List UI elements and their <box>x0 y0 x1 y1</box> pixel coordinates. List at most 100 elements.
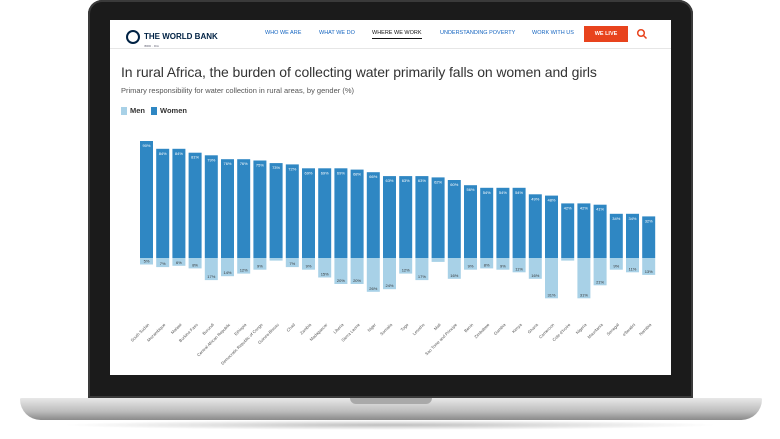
nav-what-we-do[interactable]: WHAT WE DO <box>319 30 355 36</box>
bar-men[interactable] <box>593 258 607 286</box>
bar-men[interactable] <box>188 258 202 269</box>
bar-women[interactable] <box>237 159 251 258</box>
bar-women[interactable] <box>156 148 170 258</box>
bar-men[interactable] <box>464 258 477 270</box>
data-label-women: 34% <box>612 216 620 221</box>
bar-women[interactable] <box>334 168 348 258</box>
bar-men[interactable] <box>577 258 591 299</box>
bar-men[interactable] <box>334 258 348 284</box>
bar-women[interactable] <box>464 185 477 258</box>
x-tick-label: Namibia <box>638 322 653 337</box>
bar-men[interactable] <box>383 258 396 290</box>
data-label-women: 32% <box>645 218 653 223</box>
bar-women[interactable] <box>269 163 283 258</box>
bar-men[interactable] <box>399 258 413 274</box>
bar-men[interactable] <box>366 258 380 292</box>
bar-men[interactable] <box>642 258 656 275</box>
laptop-base <box>20 398 762 420</box>
bar-women[interactable] <box>577 203 591 258</box>
x-tick-label: Lesotho <box>412 322 427 337</box>
bar-women[interactable] <box>140 141 153 258</box>
bar-men[interactable] <box>447 258 461 279</box>
legend-item-men[interactable]: Men <box>121 106 145 115</box>
bar-women[interactable] <box>204 155 218 258</box>
bar-women[interactable] <box>626 213 639 258</box>
bar-men[interactable] <box>237 258 251 274</box>
bar-women[interactable] <box>496 187 510 258</box>
bar-men[interactable] <box>415 258 429 281</box>
bar-men[interactable] <box>496 258 510 270</box>
bar-men[interactable] <box>512 258 526 273</box>
bar-men[interactable] <box>545 258 558 299</box>
bar-women[interactable] <box>399 176 413 258</box>
bar-men[interactable] <box>318 258 332 278</box>
bar-women[interactable] <box>318 168 332 258</box>
data-label-men: 9% <box>306 264 312 269</box>
x-tick-label: Mali <box>433 322 442 331</box>
bar-women[interactable] <box>480 187 494 258</box>
x-tick-label: Togo <box>399 322 409 332</box>
bar-women[interactable] <box>221 159 234 258</box>
legend-item-women[interactable]: Women <box>151 106 187 115</box>
bar-women[interactable] <box>431 177 445 258</box>
bar-men[interactable] <box>626 258 639 273</box>
bar-women[interactable] <box>383 176 396 258</box>
bar-women[interactable] <box>366 172 380 258</box>
data-label-women: 76% <box>240 161 248 166</box>
bar-women[interactable] <box>350 169 364 258</box>
x-tick-label: Niger <box>366 322 377 333</box>
bar-men[interactable] <box>561 258 575 261</box>
data-label-men: 17% <box>418 274 426 279</box>
bar-men[interactable] <box>156 258 170 268</box>
bar-men[interactable] <box>140 258 153 265</box>
x-tick-label: Nigeria <box>575 322 588 335</box>
data-label-men: 5% <box>144 259 150 264</box>
data-label-women: 84% <box>159 151 167 156</box>
bar-women[interactable] <box>285 164 299 258</box>
bar-men[interactable] <box>609 258 623 270</box>
globe-icon <box>126 30 140 44</box>
bar-women[interactable] <box>447 180 461 258</box>
we-live-button[interactable]: WE LIVE <box>584 26 628 42</box>
chart-legend: Men Women <box>121 106 187 115</box>
x-tick-label: Somalia <box>379 322 394 337</box>
data-label-women: 69% <box>304 170 312 175</box>
bar-women[interactable] <box>593 204 607 258</box>
x-tick-label: Sao Tome and Principe <box>424 322 459 357</box>
x-tick-label: Zambia <box>299 322 313 336</box>
bar-women[interactable] <box>512 187 526 258</box>
bar-women[interactable] <box>302 168 315 258</box>
bar-women[interactable] <box>545 195 558 258</box>
logo-subtitle: IBRD · IDA <box>144 44 159 48</box>
bar-men[interactable] <box>253 258 267 270</box>
bar-men[interactable] <box>204 258 218 281</box>
bar-men[interactable] <box>431 258 445 262</box>
bar-women[interactable] <box>253 160 267 259</box>
nav-where-we-work[interactable]: WHERE WE WORK <box>372 30 422 39</box>
data-label-women: 34% <box>628 216 636 221</box>
bar-men[interactable] <box>221 258 234 277</box>
data-label-women: 73% <box>272 165 280 170</box>
bar-women[interactable] <box>642 216 656 258</box>
bar-women[interactable] <box>188 152 202 258</box>
logo-title: THE WORLD BANK <box>144 32 218 41</box>
world-bank-logo[interactable]: THE WORLD BANK IBRD · IDA <box>126 26 218 48</box>
bar-men[interactable] <box>285 258 299 268</box>
nav-understanding-poverty[interactable]: UNDERSTANDING POVERTY <box>440 30 516 36</box>
bar-men[interactable] <box>302 258 315 270</box>
bar-men[interactable] <box>350 258 364 284</box>
bar-men[interactable] <box>528 258 542 279</box>
bar-men[interactable] <box>172 258 186 266</box>
bar-men[interactable] <box>269 258 283 261</box>
nav-work-with-us[interactable]: WORK WITH US <box>532 30 574 36</box>
nav-who-we-are[interactable]: WHO WE ARE <box>265 30 302 36</box>
bar-women[interactable] <box>415 176 429 258</box>
search-icon[interactable] <box>636 28 648 40</box>
data-label-women: 79% <box>207 157 215 162</box>
legend-swatch-women <box>151 106 157 115</box>
bar-women[interactable] <box>172 148 186 258</box>
bar-women[interactable] <box>561 203 575 258</box>
bar-men[interactable] <box>480 258 494 269</box>
bar-women[interactable] <box>609 213 623 258</box>
bar-women[interactable] <box>528 194 542 258</box>
